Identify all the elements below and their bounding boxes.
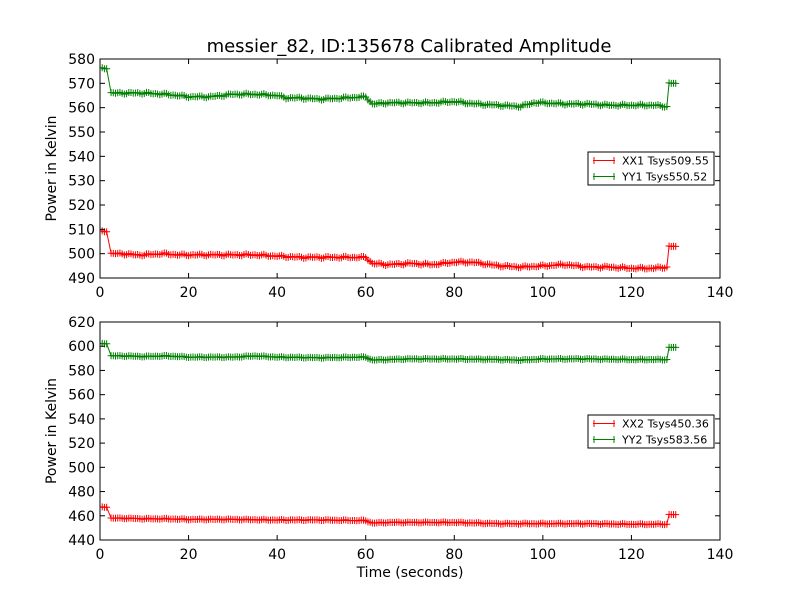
legend-box <box>587 151 715 186</box>
y-tick-label: 570 <box>68 76 95 92</box>
x-tick-label: 20 <box>180 547 198 563</box>
legend-marker <box>593 173 615 180</box>
data-point <box>103 340 111 348</box>
x-axis-label: Time (seconds) <box>356 565 464 581</box>
data-point <box>672 511 680 519</box>
data-point <box>663 263 671 271</box>
y-tick-label: 500 <box>68 247 95 263</box>
y-tick-label: 510 <box>68 222 95 238</box>
x-tick-label: 80 <box>445 285 463 301</box>
y-tick-label: 480 <box>68 485 95 501</box>
data-point <box>672 242 680 250</box>
y-tick-label: 550 <box>68 125 95 141</box>
y-tick-label: 520 <box>68 436 95 452</box>
x-tick-label: 0 <box>96 285 105 301</box>
y-tick-label: 580 <box>68 52 95 68</box>
legend: XX2 Tsys450.36 YY2 Tsys583.56 <box>587 414 715 449</box>
plot-frame <box>99 321 721 541</box>
legend-label: XX1 Tsys509.55 <box>622 155 709 168</box>
series-2 <box>100 339 680 365</box>
series-2 <box>100 64 680 111</box>
legend-marker <box>593 436 615 443</box>
x-tick-label: 100 <box>529 285 556 301</box>
x-tick-label: 60 <box>357 547 375 563</box>
y-tick-label: 600 <box>68 339 95 355</box>
y-tick-label: 540 <box>68 149 95 165</box>
x-tick-label: 80 <box>445 547 463 563</box>
plot-1: 0 20 40 60 80 100 120 140 490 500 510 520 530 540 550 5… <box>44 52 733 301</box>
x-tick-label: 100 <box>529 547 556 563</box>
legend-label: YY2 Tsys583.56 <box>621 434 707 447</box>
x-tick-label: 120 <box>618 547 645 563</box>
legend-marker <box>593 157 615 164</box>
y-tick-label: 460 <box>68 509 95 525</box>
plots-group: 0 20 40 60 80 100 120 140 490 500 510 520 530 540 550 5… <box>44 52 733 581</box>
y-tick-label: 500 <box>68 460 95 476</box>
data-point <box>103 65 111 73</box>
series-1 <box>100 503 680 529</box>
x-tick-label: 60 <box>357 285 375 301</box>
data-point <box>103 228 111 236</box>
y-tick-label: 560 <box>68 388 95 404</box>
legend-label: YY1 Tsys550.52 <box>621 171 707 184</box>
plot-frame <box>99 58 721 279</box>
data-point <box>663 356 671 364</box>
x-tick-label: 40 <box>268 547 286 563</box>
y-tick-label: 530 <box>68 174 95 190</box>
y-tick-label: 620 <box>68 315 95 331</box>
x-tick-label: 120 <box>618 285 645 301</box>
chart-title: messier_82, ID:135678 Calibrated Amplitu… <box>207 36 612 57</box>
data-point <box>103 503 111 511</box>
y-axis-label: Power in Kelvin <box>44 378 60 484</box>
y-tick-label: 560 <box>68 101 95 117</box>
x-tick-label: 20 <box>180 285 198 301</box>
x-tick-label: 0 <box>96 547 105 563</box>
y-tick-label: 490 <box>68 271 95 287</box>
data-point <box>672 343 680 351</box>
series-1 <box>100 227 680 273</box>
series-line <box>102 230 676 270</box>
y-tick-label: 440 <box>68 533 95 549</box>
y-tick-label: 540 <box>68 412 95 428</box>
x-tick-label: 40 <box>268 285 286 301</box>
legend-box <box>587 414 715 449</box>
data-point <box>672 79 680 87</box>
y-tick-label: 580 <box>68 363 95 379</box>
x-tick-label: 140 <box>707 285 734 301</box>
legend-label: XX2 Tsys450.36 <box>622 418 709 431</box>
legend: XX1 Tsys509.55 YY1 Tsys550.52 <box>587 151 715 186</box>
data-point <box>663 520 671 528</box>
legend-marker <box>593 420 615 427</box>
y-axis-label: Power in Kelvin <box>44 115 60 221</box>
y-tick-label: 520 <box>68 198 95 214</box>
x-tick-label: 140 <box>707 547 734 563</box>
plot-2: 0 20 40 60 80 100 120 140 440 460 480 500 520 540 560 5… <box>44 315 733 581</box>
data-point <box>663 102 671 110</box>
